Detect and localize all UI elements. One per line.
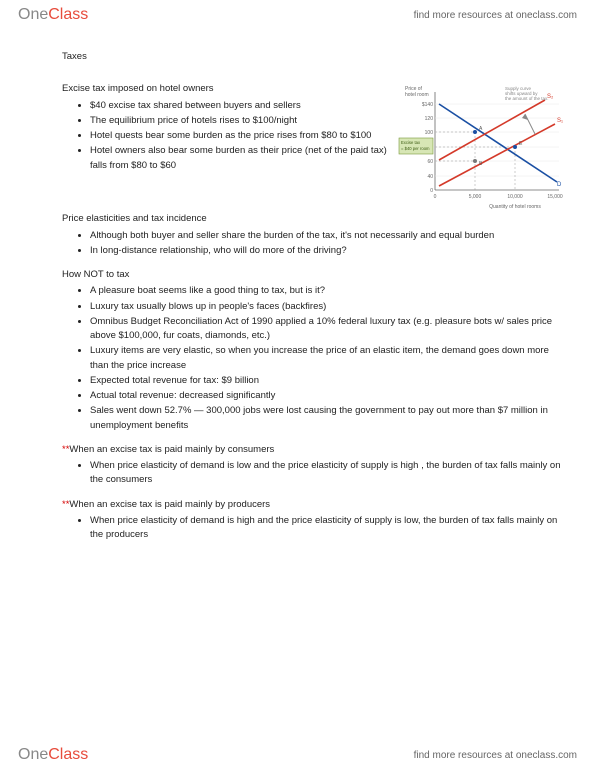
section5-head: **When an excise tax is paid mainly by p…	[62, 498, 567, 512]
brand-part2: Class	[48, 6, 88, 24]
brand-logo-footer: OneClass	[18, 746, 88, 764]
ytick: 40	[427, 174, 433, 180]
list-item: Luxury items are very elastic, so when y…	[90, 344, 567, 373]
list-item: Although both buyer and seller share the…	[90, 229, 567, 243]
list-item: Hotel owners also bear some burden as th…	[90, 144, 387, 173]
section5-list: When price elasticity of demand is high …	[62, 514, 567, 543]
ytick: 100	[425, 130, 434, 136]
list-item: When price elasticity of demand is high …	[90, 514, 567, 543]
point-a-label: A	[479, 126, 483, 132]
chart-box-line1: Excise tax	[401, 140, 421, 145]
brand-part1: One	[18, 746, 48, 764]
document-body: Taxes Excise tax imposed on hotel owners…	[62, 50, 567, 552]
section3-list: A pleasure boat seems like a good thing …	[62, 284, 567, 433]
brand-part2: Class	[48, 746, 88, 764]
s1-label: S₁	[557, 118, 563, 124]
list-item: Omnibus Budget Reconciliation Act of 199…	[90, 315, 567, 344]
list-item: When price elasticity of demand is low a…	[90, 459, 567, 488]
section1-list: $40 excise tax shared between buyers and…	[62, 99, 387, 173]
list-item: $40 excise tax shared between buyers and…	[90, 99, 387, 113]
section4-title: When an excise tax is paid mainly by con…	[69, 444, 274, 455]
d-label: D	[557, 182, 562, 188]
list-item: The equilibrium price of hotels rises to…	[90, 114, 387, 128]
ytick: 120	[425, 116, 434, 122]
brand-part1: One	[18, 6, 48, 24]
xtick: 15,000	[547, 194, 563, 200]
ytick: $140	[422, 102, 433, 108]
list-item: Sales went down 52.7% — 300,000 jobs wer…	[90, 404, 567, 433]
list-item: Actual total revenue: decreased signific…	[90, 389, 567, 403]
section3-head: How NOT to tax	[62, 268, 567, 282]
footer-resources-link[interactable]: find more resources at oneclass.com	[414, 750, 577, 761]
section2-head: Price elasticities and tax incidence	[62, 212, 567, 226]
list-item: Luxury tax usually blows up in people's …	[90, 300, 567, 314]
section4-list: When price elasticity of demand is low a…	[62, 459, 567, 488]
header-resources-link[interactable]: find more resources at oneclass.com	[414, 10, 577, 21]
chart-annot-3: the amount of the tax.	[505, 96, 549, 101]
chart-box-line2: = $40 per room	[401, 146, 430, 151]
list-item: In long-distance relationship, who will …	[90, 244, 567, 258]
section4-head: **When an excise tax is paid mainly by c…	[62, 443, 567, 457]
ytick: 60	[427, 159, 433, 165]
list-item: Hotel quests bear some burden as the pri…	[90, 129, 387, 143]
list-item: Expected total revenue for tax: $9 billi…	[90, 374, 567, 388]
list-item: A pleasure boat seems like a good thing …	[90, 284, 567, 298]
supply-demand-chart: 0 40 60 80 100 120 $140 0 5,000 10,000 1…	[397, 82, 567, 212]
section2-list: Although both buyer and seller share the…	[62, 229, 567, 259]
s2-label: S₂	[547, 94, 554, 100]
section1-head: Excise tax imposed on hotel owners	[62, 82, 387, 96]
xtick: 10,000	[507, 194, 523, 200]
section5-title: When an excise tax is paid mainly by pro…	[69, 499, 270, 510]
brand-logo: OneClass	[18, 6, 88, 24]
chart-ylabel-2: hotel room	[405, 92, 429, 98]
xtick: 5,000	[469, 194, 482, 200]
xtick: 0	[434, 194, 437, 200]
page-title: Taxes	[62, 50, 567, 64]
chart-xlabel: Quantity of hotel rooms	[489, 204, 541, 210]
